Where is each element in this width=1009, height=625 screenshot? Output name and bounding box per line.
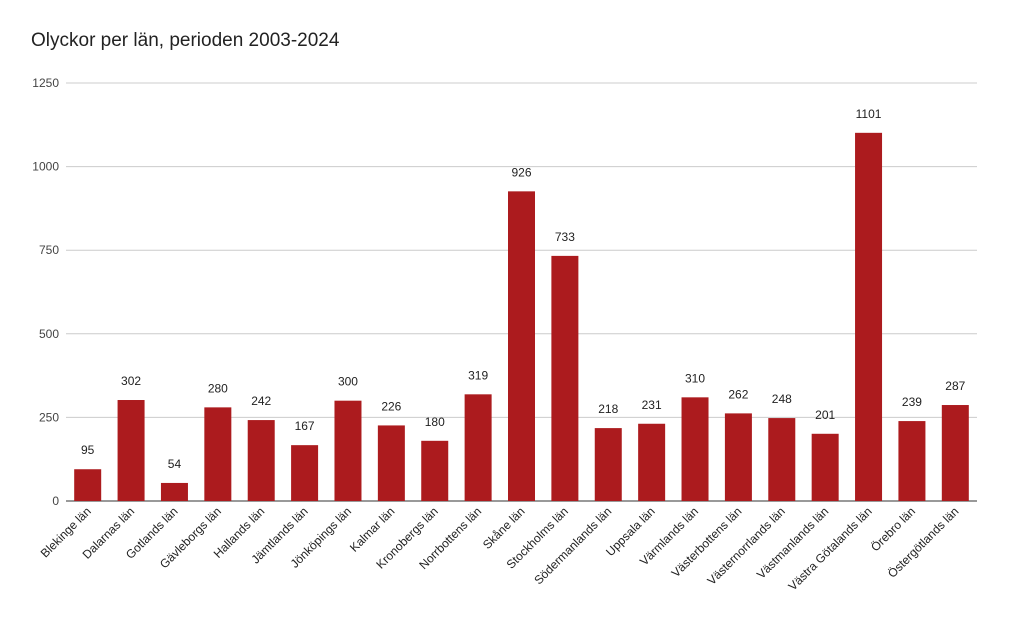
bar [377, 425, 405, 501]
data-label: 95 [81, 443, 95, 457]
bar [334, 400, 362, 501]
bar [74, 469, 102, 501]
bar [160, 482, 188, 501]
y-tick-label: 1000 [32, 160, 59, 174]
y-tick-label: 0 [52, 494, 59, 508]
bar [898, 421, 926, 501]
data-label: 242 [251, 394, 271, 408]
data-label: 280 [208, 381, 228, 395]
data-label: 201 [815, 408, 835, 422]
bar [594, 428, 622, 501]
chart-title: Olyckor per län, perioden 2003-2024 [31, 30, 340, 51]
bar [464, 394, 492, 501]
data-label: 310 [685, 371, 705, 385]
x-tick-label: Västra Götalands län [786, 504, 875, 593]
data-label: 262 [728, 387, 748, 401]
y-tick-label: 750 [39, 243, 59, 257]
data-label: 231 [642, 398, 662, 412]
data-label: 239 [902, 395, 922, 409]
bar [551, 255, 579, 501]
x-tick-label: Västernorrlands län [704, 504, 787, 587]
data-label: 926 [511, 165, 531, 179]
x-tick-label: Södermanlands län [531, 504, 614, 587]
y-tick-label: 500 [39, 327, 59, 341]
data-label: 226 [381, 399, 401, 413]
bar [811, 433, 839, 501]
data-label: 180 [425, 415, 445, 429]
bar [117, 400, 145, 501]
data-labels: 95 302 54 280 242 167 300 226 180 319 926 733 218 231… [81, 107, 966, 471]
bar [681, 397, 709, 501]
y-tick-label: 1250 [32, 76, 59, 90]
data-label: 302 [121, 374, 141, 388]
data-label: 319 [468, 368, 488, 382]
bar [204, 407, 232, 501]
data-label: 167 [295, 419, 315, 433]
bar [247, 420, 275, 501]
bar [638, 423, 666, 501]
data-label: 300 [338, 375, 358, 389]
bar [291, 445, 319, 501]
bar [941, 405, 969, 501]
data-label: 1101 [856, 107, 882, 121]
bar [855, 132, 883, 501]
data-label: 218 [598, 402, 618, 416]
y-axis-ticks: 0 250 500 750 1000 1250 [32, 76, 59, 508]
bar [421, 440, 449, 501]
bar [768, 418, 796, 501]
data-label: 733 [555, 230, 575, 244]
data-label: 248 [772, 392, 792, 406]
y-tick-label: 250 [39, 410, 59, 424]
bar [508, 191, 535, 502]
data-label: 287 [945, 379, 965, 393]
data-label: 54 [168, 457, 182, 471]
bars [74, 132, 969, 502]
bar [724, 413, 752, 501]
